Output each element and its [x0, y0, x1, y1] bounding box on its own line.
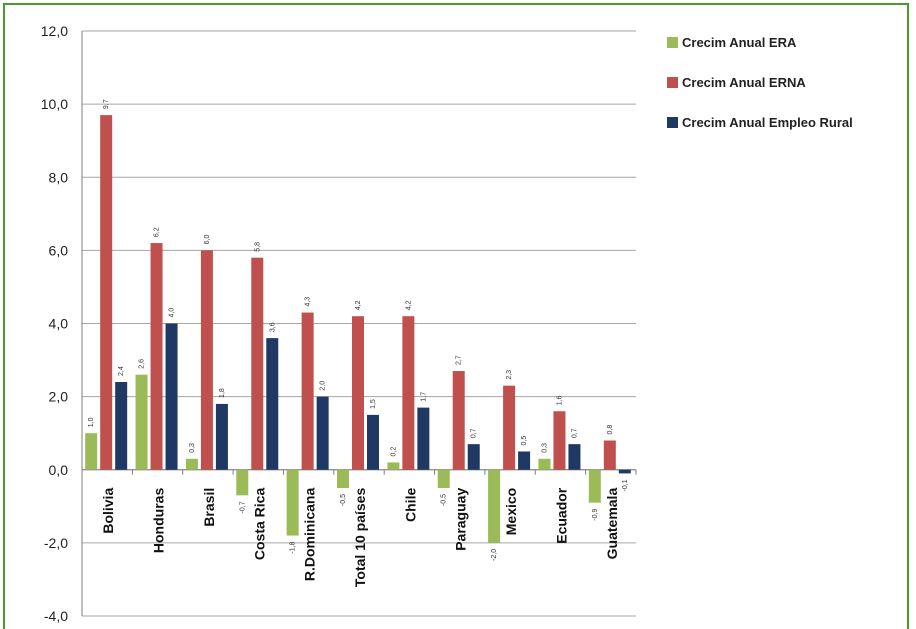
bar: [488, 469, 501, 543]
data-label: -1,8: [290, 541, 297, 553]
bar: [236, 469, 249, 496]
y-tick-label: -4,0: [44, 608, 68, 624]
data-label: -0,9: [592, 509, 599, 521]
bar: [135, 374, 148, 470]
bar: [618, 469, 631, 474]
data-label: 0,3: [189, 443, 196, 453]
data-label: 4,3: [305, 297, 312, 307]
y-tick-label: 10,0: [41, 96, 68, 112]
bar: [518, 451, 531, 470]
data-label: 3,6: [269, 322, 276, 332]
bar: [266, 338, 279, 470]
data-label: 2,0: [320, 381, 327, 391]
legend-swatch: [667, 77, 678, 88]
legend-label: Crecim Anual ERNA: [682, 75, 806, 90]
data-label: 1,0: [88, 417, 95, 427]
legend-label: Crecim Anual ERA: [682, 35, 797, 50]
category-label: Guatemala: [604, 488, 620, 560]
data-label: 2,7: [456, 355, 463, 365]
bar: [503, 385, 516, 470]
category-label: R.Dominicana: [302, 488, 318, 582]
data-label: 0,3: [541, 443, 548, 453]
y-tick-label: 4,0: [49, 316, 69, 332]
data-label: 0,7: [571, 428, 578, 438]
data-label: 1,8: [219, 388, 226, 398]
y-tick-label: -2,0: [44, 535, 68, 551]
bar: [387, 462, 400, 470]
y-tick-label: 2,0: [49, 389, 69, 405]
data-label: 1,6: [556, 395, 563, 405]
data-label: 4,2: [355, 300, 362, 310]
category-label: Honduras: [151, 488, 167, 554]
y-tick-label: 0,0: [49, 462, 69, 478]
bar: [165, 323, 178, 470]
category-label: Ecuador: [553, 487, 569, 544]
y-tick-label: 6,0: [49, 242, 69, 258]
bar: [185, 458, 198, 470]
bar: [337, 469, 349, 489]
category-label: Total 10 países: [352, 488, 368, 588]
data-label: 0,7: [471, 428, 478, 438]
category-label: Brasil: [201, 488, 217, 527]
bar: [568, 444, 581, 470]
category-label: Costa Rica: [251, 488, 267, 561]
bar: [367, 414, 379, 470]
bar: [286, 469, 299, 536]
data-label: 2,6: [139, 359, 146, 369]
data-label: -0,7: [239, 501, 246, 513]
data-label: 9,7: [103, 99, 110, 109]
bar: [553, 411, 566, 470]
category-label: Chile: [402, 488, 418, 522]
y-tick-label: 12,0: [41, 23, 68, 39]
data-label: 2,3: [506, 370, 513, 380]
data-label: 0,8: [607, 425, 614, 435]
data-label: -0,1: [622, 479, 629, 491]
category-label: Bolivia: [100, 488, 116, 534]
bar: [316, 396, 329, 470]
data-label: 6,2: [154, 227, 161, 237]
chart-frame: [3, 3, 909, 629]
data-label: 0,5: [521, 436, 528, 446]
bar: [538, 458, 551, 470]
category-label: Paraguay: [453, 488, 469, 551]
bar: [215, 403, 228, 470]
data-label: 1,5: [370, 399, 377, 409]
bar: [452, 371, 465, 470]
legend-swatch: [667, 37, 678, 48]
bar: [588, 469, 601, 503]
data-label: -2,0: [491, 549, 498, 561]
data-label: 1,7: [420, 392, 427, 402]
data-label: 4,2: [405, 300, 412, 310]
bar: [251, 257, 264, 470]
bar: [85, 433, 98, 470]
legend-label: Crecim Anual Empleo Rural: [682, 115, 853, 130]
bar: [402, 316, 415, 470]
bar: [200, 250, 213, 470]
data-label: 5,8: [254, 242, 261, 252]
data-label: 2,4: [118, 366, 125, 376]
category-label: Mexico: [503, 488, 519, 535]
legend-swatch: [667, 117, 678, 128]
bar: [100, 115, 113, 470]
y-tick-label: 8,0: [49, 169, 69, 185]
bar: [150, 243, 163, 470]
bar: [115, 382, 128, 470]
data-label: -0,5: [340, 494, 347, 506]
bar: [417, 407, 430, 470]
bar: [467, 444, 480, 470]
data-label: 6,0: [204, 235, 211, 245]
data-label: -0,5: [441, 494, 448, 506]
bar: [437, 469, 450, 489]
bar: [301, 312, 314, 470]
data-label: 0,2: [390, 447, 397, 457]
bar: [352, 316, 364, 470]
bar: [603, 440, 616, 470]
data-label: 4,0: [169, 308, 176, 318]
